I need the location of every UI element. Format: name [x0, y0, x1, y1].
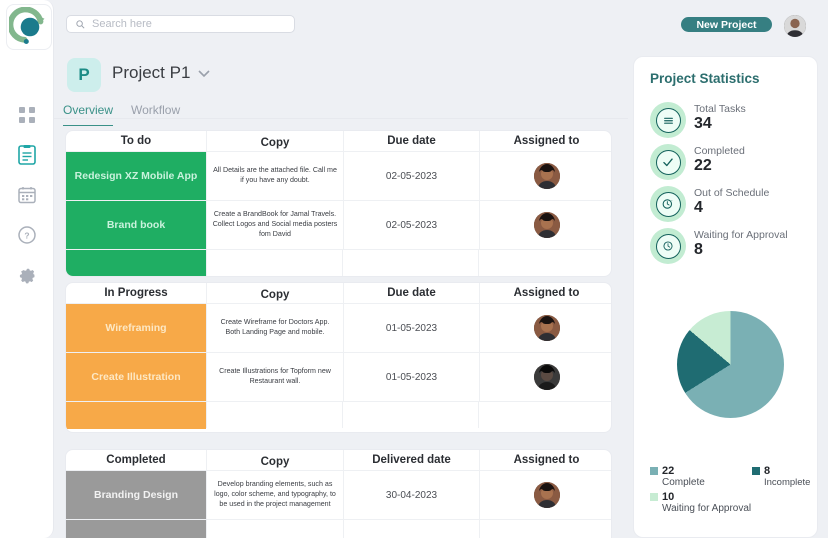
svg-text:?: ? — [24, 231, 29, 241]
